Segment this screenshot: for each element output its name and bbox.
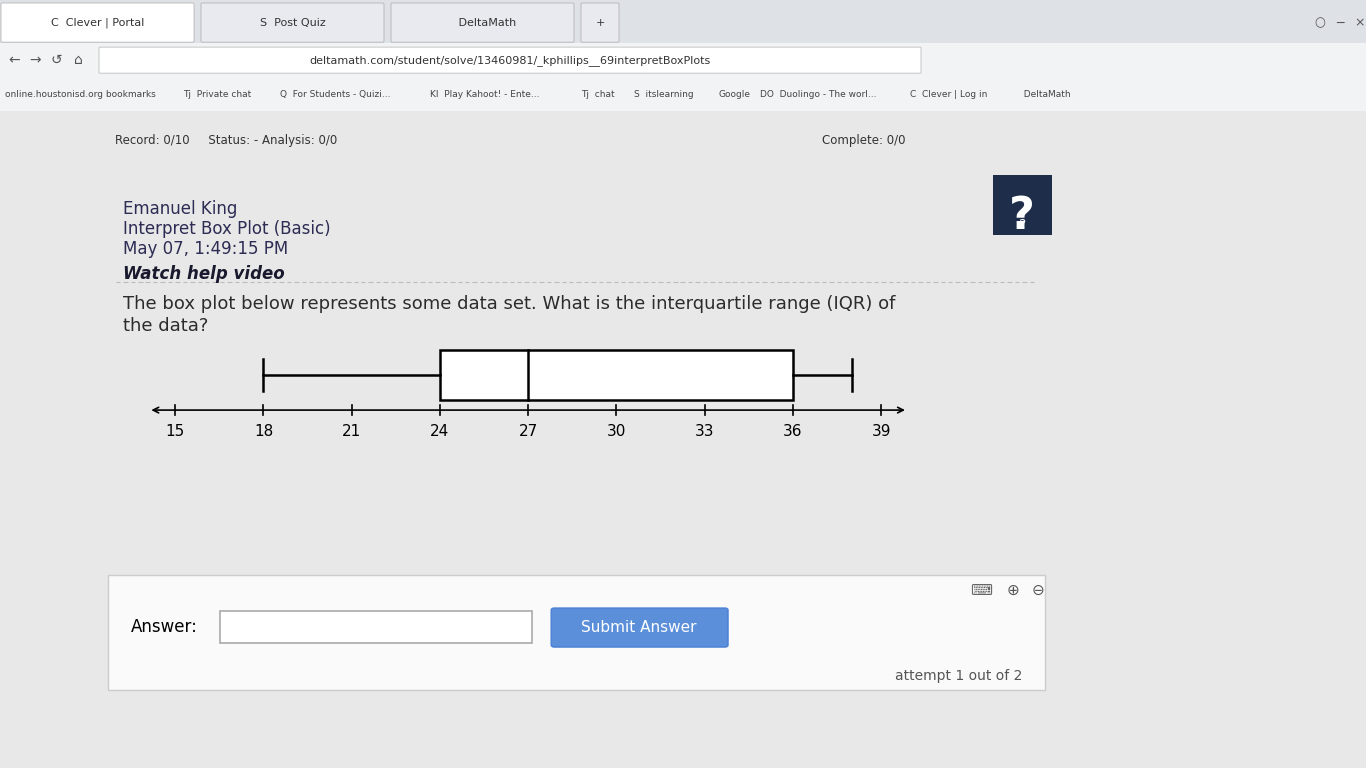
Text: →: → <box>29 53 41 67</box>
Text: Interpret Box Plot (Basic): Interpret Box Plot (Basic) <box>123 220 331 238</box>
Text: 27: 27 <box>519 424 538 439</box>
Text: ×: × <box>1355 17 1365 30</box>
Text: Tj  chat: Tj chat <box>582 90 615 99</box>
Text: ?: ? <box>1019 218 1026 232</box>
Text: DO  Duolingo - The worl...: DO Duolingo - The worl... <box>759 90 876 99</box>
Text: DeltaMath: DeltaMath <box>448 18 516 28</box>
Text: Complete: 0/0: Complete: 0/0 <box>821 134 906 147</box>
Text: 18: 18 <box>254 424 273 439</box>
Text: The box plot below represents some data set. What is the interquartile range (IQ: The box plot below represents some data … <box>123 295 896 313</box>
Bar <box>0 0 1366 43</box>
FancyBboxPatch shape <box>581 3 619 42</box>
Text: Watch help video: Watch help video <box>123 265 285 283</box>
Bar <box>0 43 1366 76</box>
Text: Submit Answer: Submit Answer <box>581 620 697 634</box>
Text: ⊖: ⊖ <box>1031 583 1045 598</box>
Text: online.houstonisd.org bookmarks: online.houstonisd.org bookmarks <box>5 90 156 99</box>
Text: 15: 15 <box>165 424 184 439</box>
Text: 21: 21 <box>342 424 362 439</box>
Text: ○: ○ <box>1314 17 1325 30</box>
FancyBboxPatch shape <box>201 3 384 42</box>
Text: ←: ← <box>8 53 20 67</box>
Text: Tj  Private chat: Tj Private chat <box>183 90 251 99</box>
Text: 24: 24 <box>430 424 449 439</box>
Text: 30: 30 <box>607 424 626 439</box>
Text: KI  Play Kahoot! - Ente...: KI Play Kahoot! - Ente... <box>430 90 540 99</box>
Text: ?: ? <box>1009 195 1035 238</box>
Text: Emanuel King: Emanuel King <box>123 200 238 218</box>
Text: ⌨: ⌨ <box>971 583 993 598</box>
FancyBboxPatch shape <box>552 608 728 647</box>
Text: Record: 0/10     Status: - Analysis: 0/0: Record: 0/10 Status: - Analysis: 0/0 <box>116 134 337 147</box>
Text: Q  For Students - Quizi...: Q For Students - Quizi... <box>280 90 391 99</box>
FancyBboxPatch shape <box>1 3 194 42</box>
Bar <box>993 175 1052 235</box>
Text: 39: 39 <box>872 424 891 439</box>
Bar <box>220 611 531 643</box>
Text: C  Clever | Log in: C Clever | Log in <box>911 90 988 99</box>
Text: ⌂: ⌂ <box>74 53 82 67</box>
Bar <box>440 350 792 400</box>
Text: 33: 33 <box>695 424 714 439</box>
Text: May 07, 1:49:15 PM: May 07, 1:49:15 PM <box>123 240 288 258</box>
Text: attempt 1 out of 2: attempt 1 out of 2 <box>895 669 1022 683</box>
Text: ⊕: ⊕ <box>1007 583 1019 598</box>
Text: S  Post Quiz: S Post Quiz <box>260 18 325 28</box>
Bar <box>0 76 1366 111</box>
Text: 36: 36 <box>783 424 803 439</box>
FancyBboxPatch shape <box>391 3 574 42</box>
Text: S  itslearning: S itslearning <box>634 90 693 99</box>
Text: the data?: the data? <box>123 317 209 335</box>
Text: Google: Google <box>719 90 750 99</box>
Text: DeltaMath: DeltaMath <box>1018 90 1070 99</box>
Bar <box>108 575 1045 690</box>
Text: Answer:: Answer: <box>131 618 198 636</box>
Text: deltamath.com/student/solve/13460981/_kphillips__69interpretBoxPlots: deltamath.com/student/solve/13460981/_kp… <box>309 55 710 65</box>
FancyBboxPatch shape <box>98 47 921 73</box>
Text: C  Clever | Portal: C Clever | Portal <box>51 18 145 28</box>
Text: ↺: ↺ <box>51 53 61 67</box>
Text: ─: ─ <box>1336 17 1344 30</box>
Text: +: + <box>596 18 605 28</box>
